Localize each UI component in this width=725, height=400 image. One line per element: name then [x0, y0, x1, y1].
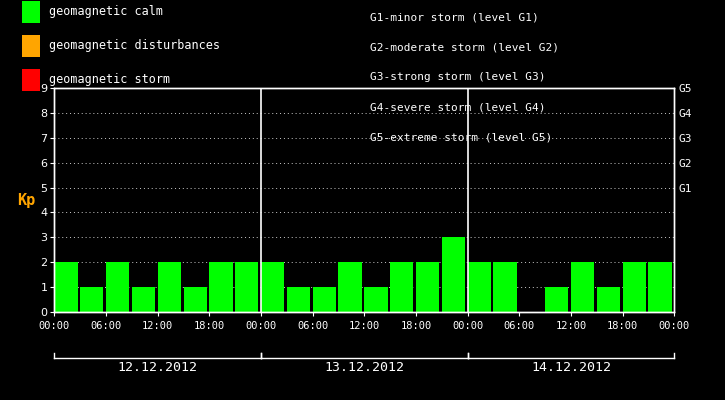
Bar: [106, 262, 129, 312]
Text: G2-moderate storm (level G2): G2-moderate storm (level G2): [370, 42, 559, 52]
Bar: [312, 287, 336, 312]
Text: G1-minor storm (level G1): G1-minor storm (level G1): [370, 12, 539, 22]
Text: G3-strong storm (level G3): G3-strong storm (level G3): [370, 72, 545, 82]
Bar: [183, 287, 207, 312]
Bar: [210, 262, 233, 312]
Bar: [54, 262, 78, 312]
Bar: [80, 287, 104, 312]
Bar: [261, 262, 284, 312]
Bar: [545, 287, 568, 312]
Text: 14.12.2012: 14.12.2012: [531, 361, 611, 374]
Text: G4-severe storm (level G4): G4-severe storm (level G4): [370, 102, 545, 112]
Bar: [571, 262, 594, 312]
Bar: [390, 262, 413, 312]
Bar: [157, 262, 181, 312]
Bar: [287, 287, 310, 312]
Bar: [468, 262, 491, 312]
Bar: [235, 262, 258, 312]
Bar: [442, 237, 465, 312]
Text: geomagnetic calm: geomagnetic calm: [49, 6, 162, 18]
Bar: [132, 287, 155, 312]
Bar: [597, 287, 620, 312]
Text: geomagnetic disturbances: geomagnetic disturbances: [49, 40, 220, 52]
Bar: [364, 287, 388, 312]
Bar: [416, 262, 439, 312]
Bar: [623, 262, 646, 312]
Bar: [494, 262, 517, 312]
Text: geomagnetic storm: geomagnetic storm: [49, 74, 170, 86]
Text: G5-extreme storm (level G5): G5-extreme storm (level G5): [370, 132, 552, 142]
Bar: [648, 262, 671, 312]
Text: 13.12.2012: 13.12.2012: [324, 361, 405, 374]
Bar: [339, 262, 362, 312]
Text: Kp: Kp: [17, 192, 36, 208]
Text: 12.12.2012: 12.12.2012: [117, 361, 198, 374]
